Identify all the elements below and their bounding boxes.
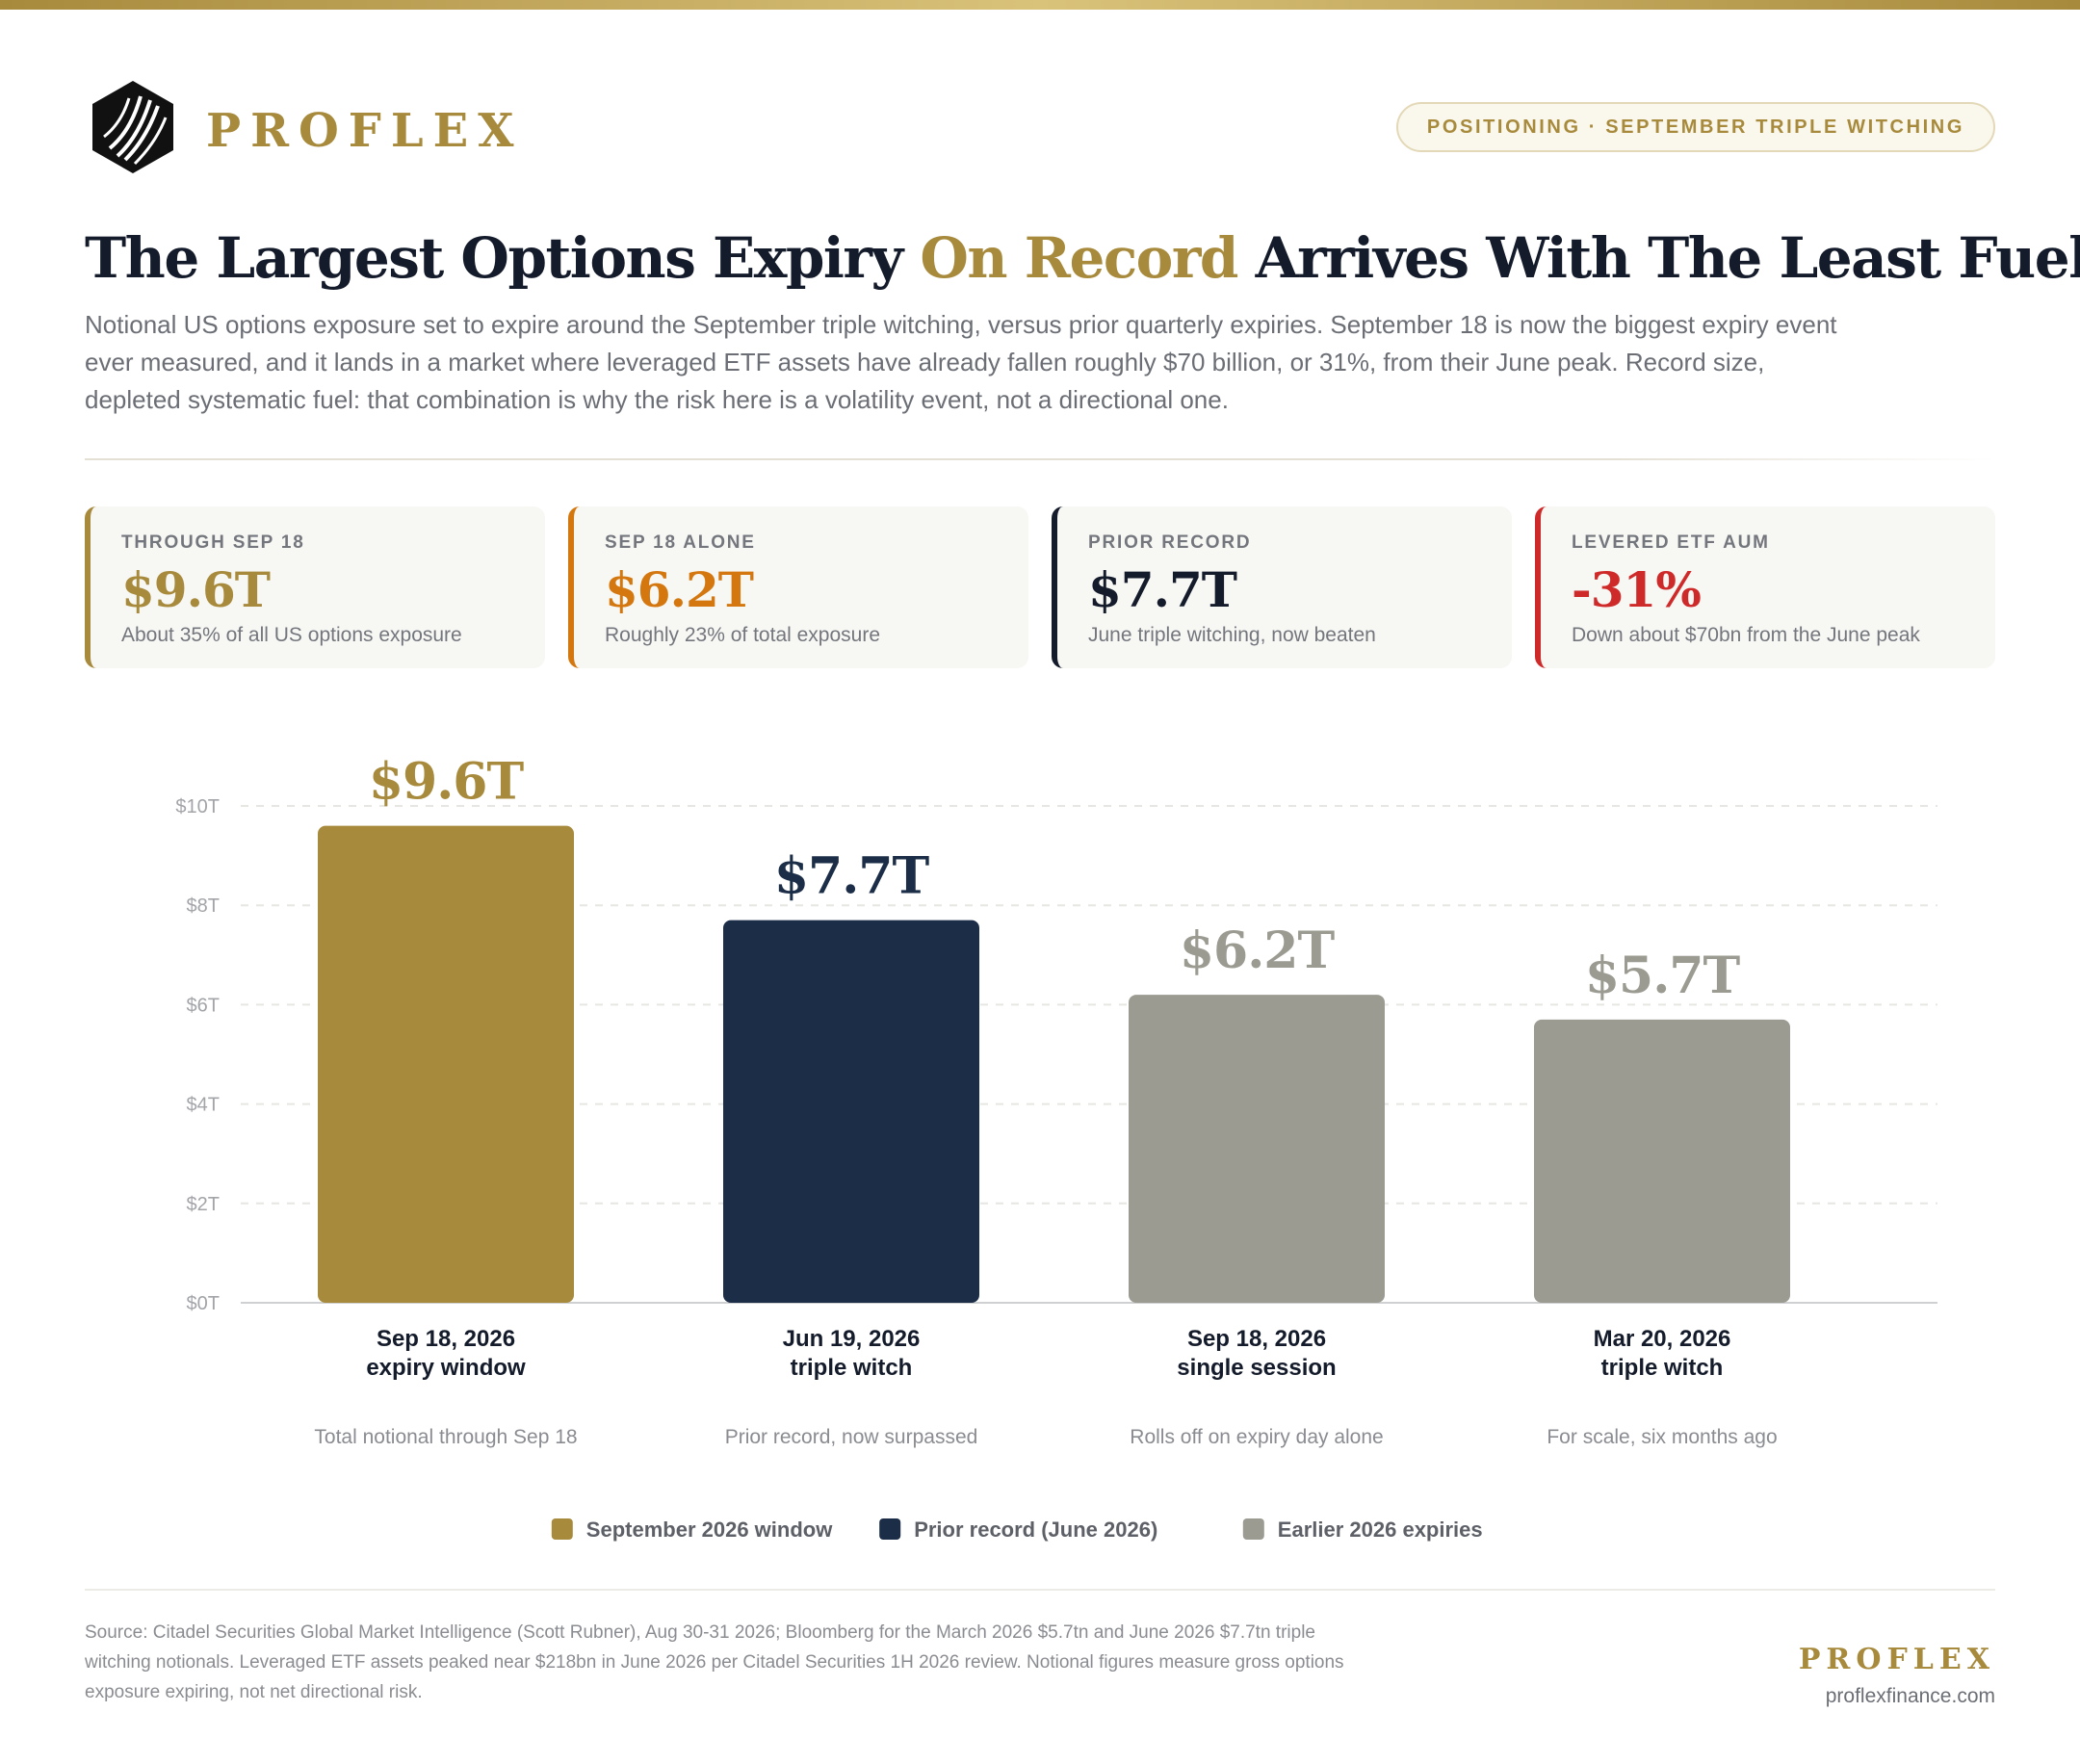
x-category-sublabel: triple witch [1601,1355,1724,1381]
legend-label: Earlier 2026 expiries [1278,1518,1483,1542]
stat-card-sep-18-alone: SEP 18 ALONE $6.2T Roughly 23% of total … [568,506,1028,668]
headline: The Largest Options Expiry On Record Arr… [85,221,2080,295]
y-tick-label: $8T [187,895,220,917]
x-category-note: Rolls off on expiry day alone [1130,1426,1383,1448]
x-category-note: Prior record, now surpassed [725,1426,978,1448]
bar-value-label: $7.7T [774,847,930,906]
footer-website: proflexfinance.com [1825,1685,1995,1707]
x-category-sublabel: expiry window [366,1355,526,1381]
x-category-label: Mar 20, 2026 [1594,1326,1731,1352]
x-category-label: Sep 18, 2026 [1187,1326,1326,1352]
x-category-label: Sep 18, 2026 [377,1326,515,1352]
bar [723,920,979,1303]
proflex-logo-icon [92,81,173,173]
stat-card-label: THROUGH SEP 18 [121,532,305,553]
stat-card-label: LEVERED ETF AUM [1572,532,1770,553]
top-accent-bar [0,0,2080,10]
divider [85,458,1995,460]
bar-value-label: $9.6T [369,753,525,812]
footer-brand: PROFLEX [1798,1643,1995,1676]
source-note: Source: Citadel Securities Global Market… [85,1622,1344,1702]
x-category-sublabel: single session [1177,1355,1336,1381]
stat-card-levered-etf-aum: LEVERED ETF AUM -31% Down about $70bn fr… [1535,506,1995,668]
y-tick-label: $4T [187,1095,220,1116]
stat-card-value: $9.6T [121,561,271,618]
legend-label: September 2026 window [586,1518,833,1542]
stat-card-value: -31% [1572,561,1702,618]
bar [318,825,574,1303]
x-category-label: Jun 19, 2026 [783,1326,921,1352]
description: Notional US options exposure set to expi… [85,310,1837,414]
stat-card-sub: About 35% of all US options exposure [121,624,462,646]
y-tick-label: $0T [187,1293,220,1314]
headline-accent: On Record [920,225,1238,291]
footer-divider [85,1589,1995,1591]
legend-swatch [551,1518,573,1540]
y-tick-label: $10T [175,796,220,817]
x-category-sublabel: triple witch [791,1355,913,1381]
x-category-note: Total notional through Sep 18 [314,1426,577,1448]
stat-card-prior-record: PRIOR RECORD $7.7T June triple witching,… [1052,506,1512,668]
stat-card-sub: Roughly 23% of total exposure [605,624,881,646]
stat-card-value: $6.2T [605,561,754,618]
legend-swatch [879,1518,901,1540]
stat-card-sub: Down about $70bn from the June peak [1572,624,1920,646]
y-tick-label: $6T [187,995,220,1016]
bar [1129,995,1385,1303]
stat-card-sub: June triple witching, now beaten [1088,624,1376,646]
x-category-note: For scale, six months ago [1547,1426,1777,1448]
legend-label: Prior record (June 2026) [914,1518,1157,1542]
stat-card-value: $7.7T [1088,561,1237,618]
stat-card-label: SEP 18 ALONE [605,532,756,553]
y-tick-label: $2T [187,1194,220,1215]
section-tag: POSITIONING · SEPTEMBER TRIPLE WITCHING [1395,102,1995,152]
bar-value-label: $6.2T [1180,921,1336,980]
bar-value-label: $5.7T [1585,947,1741,1005]
brand-name: PROFLEX [206,104,524,158]
headline-part-2: Arrives With The Least Fuel [1236,225,2080,291]
headline-part-1: The Largest Options Expiry [85,225,921,291]
legend-swatch [1242,1518,1264,1540]
bar [1534,1019,1790,1303]
stat-card-label: PRIOR RECORD [1088,532,1252,553]
stat-card-through-sep-18: THROUGH SEP 18 $9.6T About 35% of all US… [85,506,545,668]
